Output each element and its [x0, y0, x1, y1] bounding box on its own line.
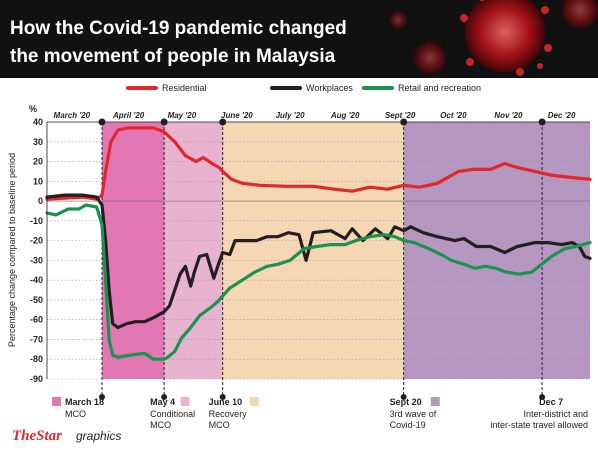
x-tick-label: Dec '20	[548, 111, 576, 120]
title-banner: How the Covid-19 pandemic changed the mo…	[0, 0, 598, 78]
series-lines	[45, 126, 592, 361]
phase-sublabel: Covid-19	[390, 420, 426, 430]
series-line-workplaces	[45, 193, 592, 330]
y-axis-title: Percentage change compared to baseline p…	[7, 153, 17, 347]
y-axis-unit: %	[29, 104, 37, 114]
phase-date-label: March 18	[65, 397, 104, 407]
phase-sublabel: Recovery	[209, 409, 248, 419]
legend-label: Residential	[162, 83, 207, 93]
y-tick-label: 0	[38, 196, 43, 206]
phase-swatch	[180, 397, 190, 406]
event-dot	[219, 394, 226, 400]
event-dot	[539, 394, 546, 400]
y-tick-label: 10	[33, 176, 43, 186]
phase-swatch	[52, 397, 62, 406]
phase-sublabel: 3rd wave of	[390, 409, 437, 419]
phase-backgrounds	[102, 122, 590, 379]
series-line-retail-and-recreation	[45, 203, 592, 361]
annotation-sublabel: Inter-district and	[523, 409, 588, 419]
virus-illustration	[389, 0, 598, 76]
x-tick-label: June '20	[221, 111, 253, 120]
series-line-residential	[45, 126, 592, 201]
annotation-sublabel: inter-state travel allowed	[490, 420, 588, 430]
y-tick-label: -80	[30, 354, 43, 364]
event-dot	[161, 394, 168, 400]
legend-label: Retail and recreation	[398, 83, 481, 93]
credit-suffix: graphics	[76, 429, 121, 443]
y-tick-label: -90	[30, 374, 43, 384]
x-tick-label: July '20	[276, 111, 306, 120]
phase-date-label: May 4	[150, 397, 175, 407]
annotation-date-label: Dec 7	[539, 397, 563, 407]
phase-band-3	[222, 122, 404, 379]
x-tick-label: Nov '20	[494, 111, 523, 120]
phase-band-1	[102, 122, 165, 379]
x-tick-label: Sept '20	[385, 111, 416, 120]
legend: Residential Workplaces Retail and recreati…	[126, 83, 481, 93]
event-dot	[400, 394, 407, 400]
y-tick-label: 30	[33, 137, 43, 147]
x-tick-label: Oct '20	[440, 111, 467, 120]
phase-date-label: Sept 20	[390, 397, 422, 407]
phase-swatch	[249, 397, 259, 406]
phase-sublabel: MCO	[150, 420, 171, 430]
x-tick-label: March '20	[54, 111, 91, 120]
title-line-1: How the Covid-19 pandemic changed	[10, 18, 347, 39]
phase-swatch	[430, 397, 440, 406]
credit-brand: TheStar	[12, 428, 62, 444]
y-tick-label: 20	[33, 157, 43, 167]
event-markers	[98, 118, 546, 400]
y-tick-label: -60	[30, 315, 43, 325]
phase-date-label: June 10	[209, 397, 243, 407]
x-tick-label: April '20	[112, 111, 145, 120]
y-tick-label: -50	[30, 295, 43, 305]
event-dot	[99, 394, 106, 400]
y-tick-label: -70	[30, 334, 43, 344]
x-tick-label: Aug '20	[330, 111, 360, 120]
legend-label: Workplaces	[306, 83, 353, 93]
y-tick-label: -10	[30, 216, 43, 226]
phase-sublabel: MCO	[65, 409, 86, 419]
y-tick-label: -30	[30, 255, 43, 265]
phase-sublabel: Conditional	[150, 409, 195, 419]
y-tick-label: -20	[30, 236, 43, 246]
credit: TheStar graphics	[12, 428, 121, 444]
y-tick-label: 40	[33, 117, 43, 127]
axes: 40 30 20 10 0 -10 -20 -30 -40 -50 -60 -70 -80 -90 Marc…	[30, 111, 590, 384]
x-tick-label: May '20	[168, 111, 197, 120]
phase-sublabel: MCO	[209, 420, 230, 430]
title-line-2: the movement of people in Malaysia	[10, 46, 336, 67]
y-tick-label: -40	[30, 275, 43, 285]
